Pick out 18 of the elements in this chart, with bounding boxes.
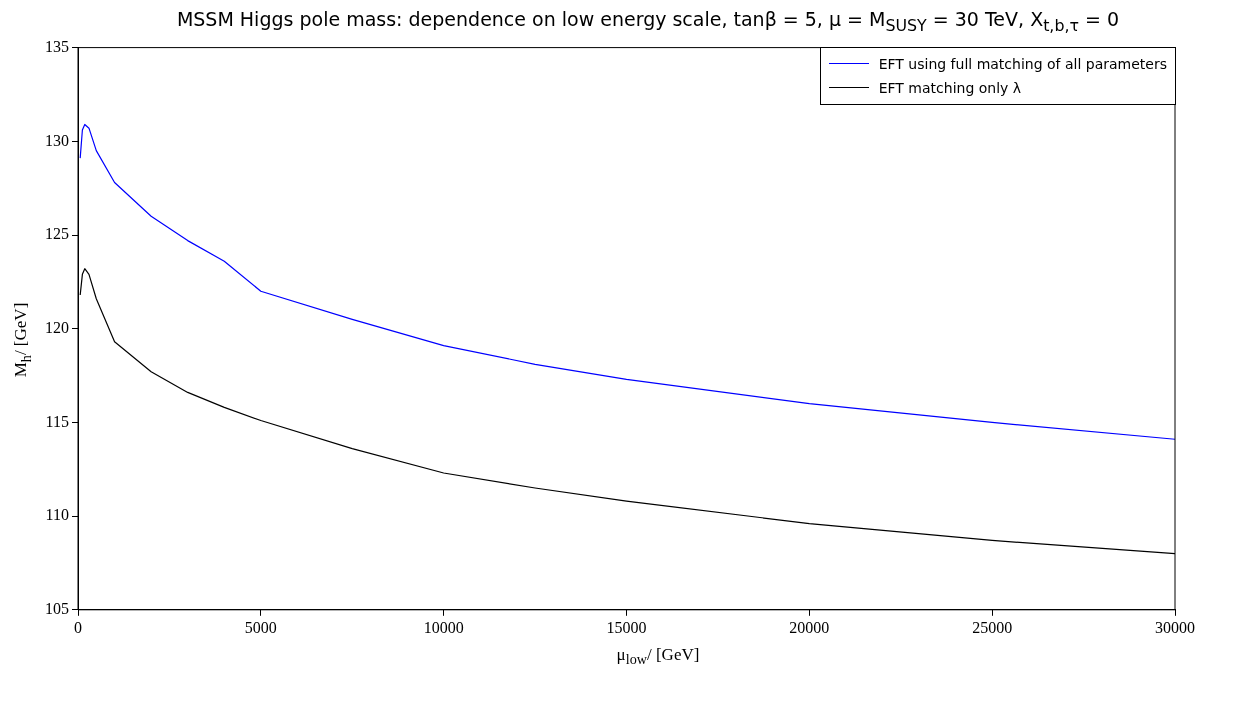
y-tick-label: 110	[45, 506, 69, 524]
x-tick-label: 25000	[972, 618, 1013, 636]
y-tick-label: 105	[45, 599, 69, 617]
chart-title: MSSM Higgs pole mass: dependence on low energy scale, tanβ = 5, μ = M$_{SUSY}$ = 30 TeV, X$_{t,b,τ}$ = 0	[175, 8, 1121, 35]
y-tick-label: 115	[45, 412, 69, 430]
legend-label: EFT matching only λ	[878, 78, 1022, 98]
x-tick-label: 0	[74, 618, 82, 636]
y-tick-label: 130	[45, 131, 69, 149]
x-tick-label: 10000	[423, 618, 464, 636]
x-tick-label: 15000	[606, 618, 647, 636]
legend-label: EFT using full matching of all parameters	[878, 54, 1167, 74]
x-tick-label: 5000	[244, 618, 277, 636]
x-tick-label: 30000	[1155, 618, 1195, 636]
x-tick-label: 20000	[789, 618, 830, 636]
y-tick-label: 120	[45, 318, 69, 336]
x-axis-title: μ$_{low}$/ [GeV]	[615, 644, 701, 669]
y-tick-label: 125	[45, 225, 69, 242]
y-tick-label: 135	[45, 37, 69, 55]
